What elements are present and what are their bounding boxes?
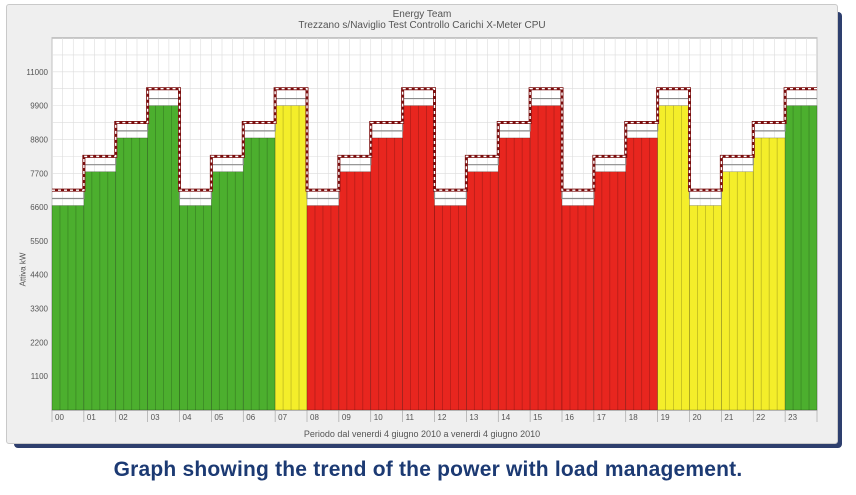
- y-tick-label: 2200: [30, 338, 48, 347]
- x-tick-label: 09: [342, 413, 351, 422]
- x-tick-label: 03: [151, 413, 160, 422]
- y-tick-label: 7700: [30, 169, 48, 178]
- x-tick-label: 07: [278, 413, 287, 422]
- y-tick-label: 5500: [30, 237, 48, 246]
- y-tick-label: 9900: [30, 102, 48, 111]
- y-tick-label: 6600: [30, 203, 48, 212]
- x-tick-label: 02: [119, 413, 128, 422]
- x-tick-label: 14: [501, 413, 510, 422]
- x-tick-label: 10: [374, 413, 383, 422]
- x-tick-label: 16: [565, 413, 574, 422]
- x-tick-label: 20: [693, 413, 702, 422]
- x-tick-label: 18: [629, 413, 638, 422]
- x-tick-label: 11: [406, 413, 415, 422]
- figure-caption: Graph showing the trend of the power wit…: [0, 458, 856, 482]
- y-tick-label: 8800: [30, 135, 48, 144]
- x-tick-label: 21: [724, 413, 733, 422]
- x-tick-label: 15: [533, 413, 542, 422]
- x-tick-label: 05: [214, 413, 223, 422]
- x-tick-label: 08: [310, 413, 319, 422]
- y-tick-label: 3300: [30, 305, 48, 314]
- x-tick-label: 22: [756, 413, 765, 422]
- y-tick-label: 11000: [26, 68, 48, 77]
- x-tick-label: 12: [438, 413, 447, 422]
- x-tick-label: 23: [788, 413, 797, 422]
- y-tick-label: 1100: [31, 372, 49, 381]
- y-tick-label: 4400: [30, 271, 48, 280]
- x-tick-label: 06: [246, 413, 255, 422]
- x-tick-label: 04: [183, 413, 192, 422]
- plot-area: 1100220033004400550066007700880099001100…: [0, 0, 856, 450]
- x-tick-label: 00: [55, 413, 64, 422]
- x-tick-label: 19: [661, 413, 670, 422]
- x-tick-label: 13: [469, 413, 478, 422]
- x-tick-label: 01: [87, 413, 96, 422]
- x-tick-label: 17: [597, 413, 606, 422]
